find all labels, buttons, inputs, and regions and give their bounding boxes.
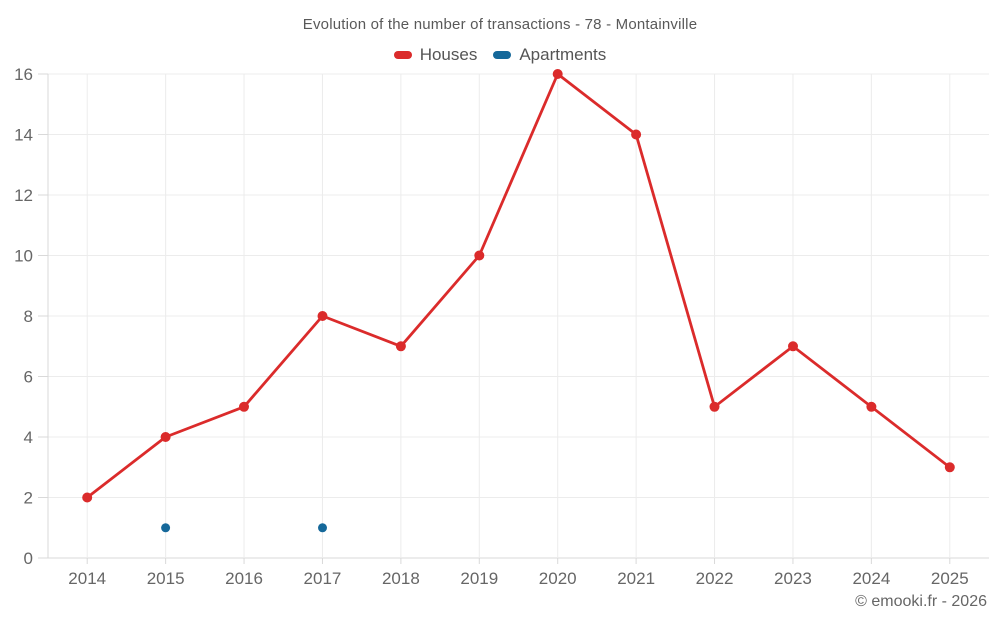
y-axis-label: 14: [14, 126, 33, 145]
data-point-apartments[interactable]: [318, 523, 327, 533]
series-line-houses: [85, 72, 952, 499]
legend-item-apartments[interactable]: Apartments: [493, 45, 606, 65]
legend-item-houses[interactable]: Houses: [393, 45, 478, 65]
data-point-houses[interactable]: [944, 462, 955, 473]
data-point-houses[interactable]: [474, 250, 485, 261]
legend-label: Apartments: [519, 45, 607, 64]
x-axis-label: 2022: [696, 569, 734, 588]
x-axis-label: 2021: [617, 569, 655, 588]
data-point-houses[interactable]: [866, 401, 877, 412]
y-axis-label: 12: [14, 186, 33, 205]
x-axis-label: 2023: [774, 569, 812, 588]
data-point-apartments[interactable]: [161, 523, 171, 533]
y-axis-label: 4: [24, 428, 33, 447]
chart-title: Evolution of the number of transactions …: [302, 16, 698, 33]
data-point-houses[interactable]: [317, 311, 328, 321]
data-point-houses[interactable]: [160, 432, 171, 442]
data-point-houses[interactable]: [709, 401, 720, 412]
legend-swatch-houses: [393, 51, 412, 59]
y-axis-label: 0: [24, 549, 33, 568]
x-axis-label: 2020: [539, 569, 577, 588]
data-point-houses[interactable]: [788, 341, 798, 352]
x-axis-label: 2025: [931, 569, 969, 588]
y-axis-label: 10: [14, 247, 33, 266]
data-point-houses[interactable]: [239, 401, 249, 412]
y-axis-label: 8: [24, 307, 33, 326]
legend: Houses Apartments: [0, 45, 1000, 65]
x-axis-label: 2015: [147, 569, 185, 588]
y-axis-label: 16: [14, 65, 33, 84]
data-point-houses[interactable]: [395, 341, 406, 352]
data-point-houses[interactable]: [552, 69, 563, 79]
legend-label: Houses: [419, 45, 478, 64]
x-axis-label: 2019: [460, 569, 498, 588]
legend-swatch-apartments: [493, 51, 512, 59]
x-axis-label: 2018: [382, 569, 420, 588]
x-axis-label: 2017: [304, 569, 342, 588]
y-axis-label: 6: [24, 368, 33, 387]
x-axis-label: 2014: [68, 569, 106, 588]
x-axis-label: 2016: [225, 569, 263, 588]
y-axis-label: 2: [24, 489, 33, 508]
data-point-houses[interactable]: [631, 129, 642, 140]
copyright-text: © emooki.fr - 2026: [855, 593, 987, 610]
data-point-houses[interactable]: [82, 492, 93, 503]
x-axis-label: 2024: [852, 569, 890, 588]
